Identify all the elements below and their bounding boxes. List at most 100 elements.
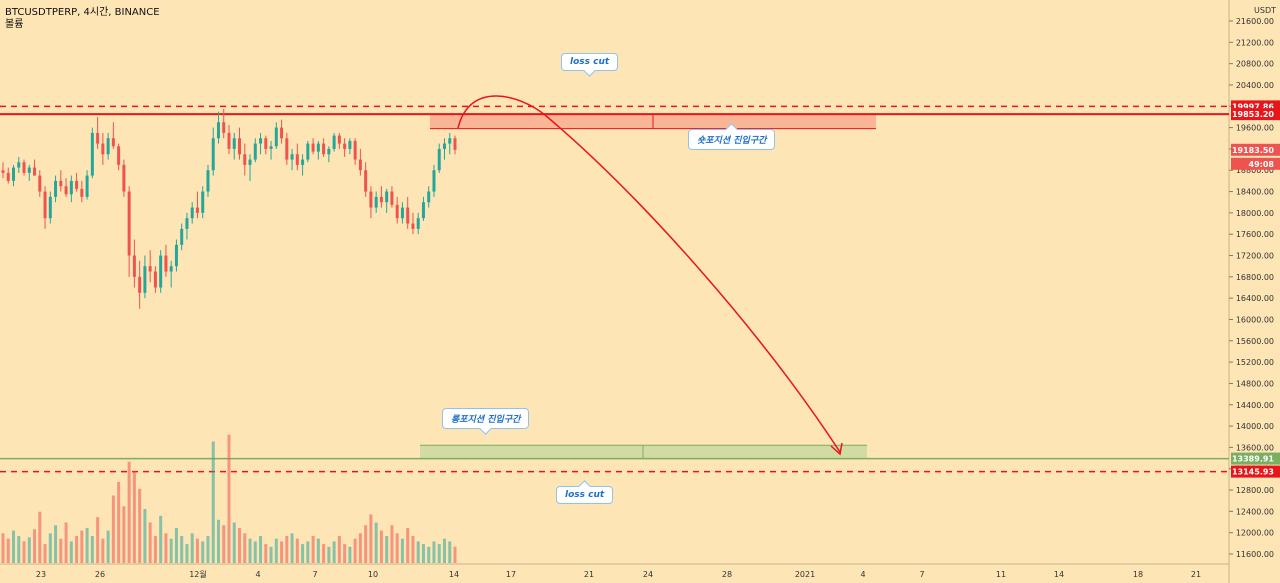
candle-body <box>90 132 94 176</box>
y-tick-label: 19600.00 <box>1236 124 1274 133</box>
candle-body <box>432 170 436 192</box>
y-tick-label: 15600.00 <box>1236 337 1274 346</box>
price-tag-label: 13389.91 <box>1232 455 1274 464</box>
volume-bar <box>358 533 362 563</box>
candle-body <box>400 207 404 219</box>
candle-body <box>421 202 425 219</box>
volume-bar <box>421 544 425 563</box>
volume-bar <box>264 544 268 563</box>
candle-body <box>290 154 294 160</box>
volume-bar <box>374 522 378 563</box>
volume-bar <box>295 538 299 563</box>
volume-bar <box>38 511 42 563</box>
candle-body <box>442 143 446 149</box>
y-tick-label: 12000.00 <box>1236 529 1274 538</box>
candle-body <box>390 191 394 205</box>
x-tick-label: 12월 <box>189 569 207 579</box>
volume-bar <box>285 536 289 563</box>
candle-body <box>216 122 220 139</box>
volume-bar <box>164 533 168 563</box>
volume-bar <box>327 546 331 563</box>
volume-bar <box>448 541 452 563</box>
time-axis[interactable]: 23 26 12월 4 7 10 14 17 21 24 28 2021 4 7 11 14 18 21 <box>36 569 1201 579</box>
volume-bar <box>400 538 404 563</box>
candle-body <box>54 180 58 197</box>
volume-bar <box>85 527 89 563</box>
volume-bar <box>148 522 152 563</box>
volume-bar <box>243 533 247 563</box>
candle-body <box>416 218 420 229</box>
candle-body <box>38 175 42 192</box>
position-zones <box>420 114 876 459</box>
volume-bar <box>48 533 52 563</box>
volume-bar <box>33 529 37 563</box>
volume-bar <box>75 536 79 563</box>
candle-body <box>232 138 236 149</box>
volume-bar <box>96 517 100 563</box>
candle-body <box>327 148 331 155</box>
volume-bar <box>332 541 336 563</box>
candle-body <box>243 154 247 165</box>
volume-bar <box>395 533 399 563</box>
long-zone-note[interactable]: 롱포지션 진입구간 <box>442 408 530 435</box>
volume-bar <box>311 536 315 563</box>
volume-bar <box>259 536 263 563</box>
candle-body <box>117 146 121 165</box>
candle-body <box>48 196 52 219</box>
volume-bar <box>43 544 47 563</box>
candle-body <box>448 138 452 144</box>
y-tick-label: 20800.00 <box>1236 60 1274 69</box>
candle-body <box>337 135 341 144</box>
y-tick-label: 20400.00 <box>1236 81 1274 90</box>
x-tick-label: 21 <box>1191 570 1201 579</box>
top-loss-cut-note[interactable]: loss cut <box>561 53 619 77</box>
volume-bar <box>379 530 383 563</box>
candle-body <box>353 140 357 160</box>
x-tick-label: 4 <box>255 570 260 579</box>
volume-bar <box>432 541 436 563</box>
volume-bar <box>206 536 210 563</box>
candle-body <box>311 143 315 152</box>
chart-legend: BTCUSDTPERP, 4시간, BINANCE 볼륨 <box>5 7 160 31</box>
candle-body <box>358 159 362 171</box>
candle-body <box>222 122 226 133</box>
candle-body <box>106 138 110 155</box>
volume-bar <box>301 544 305 563</box>
price-tag <box>1231 452 1280 465</box>
volume-bar <box>185 544 189 563</box>
candle-body <box>6 172 10 181</box>
candle-body <box>27 167 31 173</box>
volume-bar <box>253 541 257 563</box>
short-zone-note[interactable]: 숏포지션 진입구간 <box>688 123 776 150</box>
volume-bar <box>169 538 173 563</box>
volume-bar <box>106 530 110 563</box>
candle-body <box>253 143 257 160</box>
x-tick-label: 2021 <box>795 570 815 579</box>
volume-bar <box>122 506 126 563</box>
candle-body <box>280 127 284 139</box>
volume-bar <box>190 533 194 563</box>
volume-bar <box>427 546 431 563</box>
projection-arrow <box>457 95 843 456</box>
x-tick-label: 11 <box>996 570 1006 579</box>
x-tick-label: 18 <box>1133 570 1143 579</box>
bottom-loss-cut-text: loss cut <box>565 490 605 500</box>
candle-body <box>306 143 310 160</box>
candle-body <box>316 143 320 152</box>
x-tick-label: 23 <box>36 570 46 579</box>
candle-body <box>101 143 105 155</box>
candle-body <box>185 218 189 229</box>
candle-body <box>1 170 5 173</box>
bottom-loss-cut-note[interactable]: loss cut <box>556 480 614 504</box>
candle-body <box>348 140 352 149</box>
volume-bar <box>411 536 415 563</box>
volume-bar <box>290 533 294 563</box>
price-tag-label: 19183.50 <box>1232 146 1274 155</box>
volume-bar <box>364 525 368 563</box>
candle-body <box>111 138 115 147</box>
candle-body <box>169 266 173 272</box>
volume-bar <box>390 525 394 563</box>
x-tick-label: 21 <box>584 570 594 579</box>
volume-bar <box>174 527 178 563</box>
